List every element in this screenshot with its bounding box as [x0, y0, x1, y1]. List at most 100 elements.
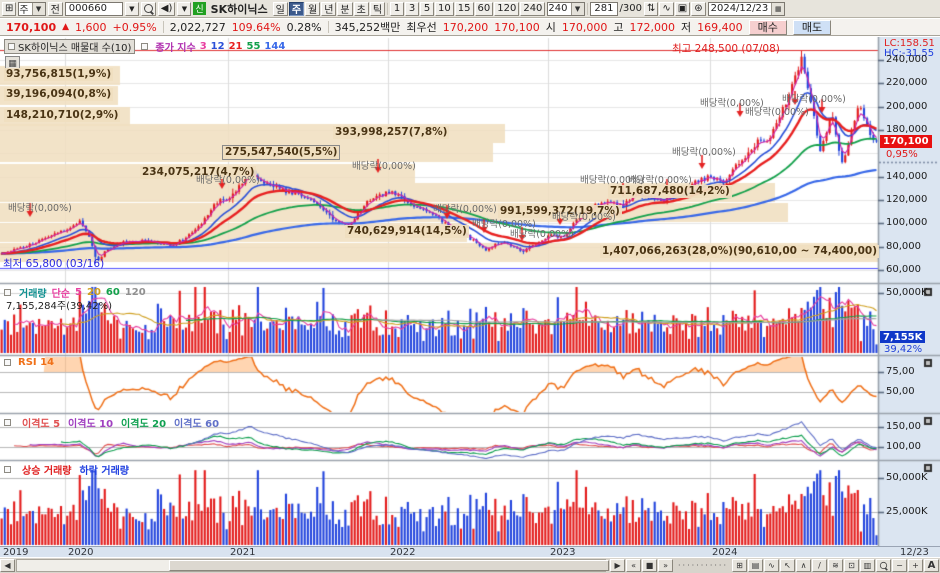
code-dropdown-icon[interactable]: ▼: [124, 1, 139, 16]
volume-badge-pct: 39,42%: [884, 344, 923, 355]
line-mode-icon[interactable]: ∿: [764, 559, 779, 572]
x-axis-label-2020: 2020: [68, 547, 94, 558]
updown-volume-header: 상승 거래량 하락 거래량: [4, 462, 129, 477]
volume-profile-band-label: 148,210,710(2,9%): [4, 109, 121, 122]
best-ask: 170,200: [442, 20, 489, 34]
auto-scale-button[interactable]: A: [924, 559, 939, 572]
sell-button[interactable]: 매도: [792, 19, 832, 35]
period-button-분[interactable]: 분: [337, 1, 353, 16]
: SK하이닉스 매물대 수(10): [18, 43, 132, 54]
jeon-button[interactable]: 전: [47, 1, 63, 16]
price-axis-tick: 100,000: [886, 217, 928, 228]
save-icon[interactable]: ▣: [674, 1, 691, 16]
interval-button-1[interactable]: 1: [390, 1, 405, 16]
rsi-label: RSI 14: [18, 357, 55, 368]
period-button-일[interactable]: 일: [272, 1, 288, 16]
best-quote-label: 최우선: [406, 21, 437, 34]
copy-panel-icon[interactable]: ⊞: [732, 559, 747, 572]
lc-value: LC:158.51: [884, 38, 935, 49]
window-select-icon[interactable]: ⊞: [2, 1, 17, 16]
ex-dividend-label: 배당락(0,00%): [700, 98, 764, 109]
high-price: 172,000: [629, 20, 675, 34]
volume-ma-type: 단순: [51, 289, 71, 300]
search-icon: [143, 4, 153, 13]
zoom-button[interactable]: [876, 559, 891, 572]
main-panel-title[interactable]: SK하이닉스 매물대 수(10): [4, 39, 136, 54]
snapshot-icon[interactable]: ⊡: [844, 559, 859, 572]
period-button-주[interactable]: 주: [288, 1, 305, 16]
chart-canvas[interactable]: [0, 37, 940, 557]
disparity-legend-4: 이격도 60: [174, 419, 220, 430]
stop-icon[interactable]: ■: [642, 559, 658, 572]
symbol-name: SK하이닉스: [210, 2, 268, 16]
indicator-icon[interactable]: ∿: [659, 1, 674, 16]
sound-dropdown-icon[interactable]: ▼: [177, 1, 192, 16]
stock-code-input[interactable]: 000660: [64, 1, 123, 16]
search-button[interactable]: [140, 1, 156, 16]
interval-button-5[interactable]: 5: [420, 1, 435, 16]
volume-profile-band-label: 93,756,815(1,9%): [4, 68, 114, 81]
updown-axis-tick: 50,000K: [886, 472, 928, 483]
compare-chart-icon[interactable]: ⇅: [643, 1, 659, 16]
rsi-axis-tick: 50,00: [886, 386, 915, 397]
ex-dividend-label: 배당락(0,00%): [745, 107, 809, 118]
rsi-panel-header: RSI 14: [4, 357, 54, 368]
x-axis-label-2024: 2024: [712, 547, 738, 558]
highest-price-label: 최고 248,500 (07/08): [672, 43, 780, 55]
cursor-tool-icon[interactable]: ↖: [780, 559, 795, 572]
interval-button-15[interactable]: 15: [454, 1, 474, 16]
settings-icon[interactable]: ⊛: [691, 1, 706, 16]
wave-tool-icon[interactable]: ≋: [828, 559, 843, 572]
volume-profile-band-label: 275,547,540(5,5%): [222, 145, 341, 160]
interval-button-120[interactable]: 120: [494, 1, 520, 16]
zoom-out-button[interactable]: −: [892, 559, 907, 572]
price-ma-period-3: 3: [199, 41, 207, 52]
date-picker[interactable]: 2024/12/23 ▦: [707, 1, 786, 16]
interval-button-60[interactable]: 60: [474, 1, 494, 16]
scroll-left-icon[interactable]: ◀: [0, 559, 15, 572]
current-price-pct: 0,95%: [886, 149, 918, 160]
price-axis-tick: 140,000: [886, 171, 928, 182]
play-icon[interactable]: ▶: [610, 559, 626, 572]
price-axis-tick: 220,000: [886, 77, 928, 88]
interval-button-10[interactable]: 10: [435, 1, 454, 16]
toolbar-icons: ⇅ ∿ ▣ ⊛: [643, 1, 706, 16]
interval-button-3[interactable]: 3: [405, 1, 420, 16]
period-button-년[interactable]: 년: [321, 1, 337, 16]
candle-count-input[interactable]: 281: [589, 1, 618, 16]
mode-combo[interactable]: 주 ▼: [18, 1, 46, 16]
sound-button[interactable]: ◀): [157, 1, 176, 16]
print-icon[interactable]: ▥: [860, 559, 875, 572]
disparity-legend-1: 이격도 5: [22, 419, 61, 430]
interval-combo[interactable]: 240 ▼: [547, 1, 585, 16]
current-price-badge: 170,100: [880, 135, 932, 148]
speed-slider[interactable]: ···········: [678, 561, 728, 570]
price-ma-label: 종가 지수: [155, 43, 196, 54]
interval-button-240[interactable]: 240: [520, 1, 546, 16]
scrollbar-thumb[interactable]: [169, 560, 609, 571]
period-button-초[interactable]: 초: [353, 1, 369, 16]
volume-profile-band-label: 393,998,257(7,8%): [333, 126, 450, 139]
x-axis-label-2021: 2021: [230, 547, 256, 558]
volume-badge: 7,155K: [880, 331, 926, 343]
buy-button[interactable]: 매수: [748, 19, 787, 35]
fast-forward-icon[interactable]: »: [658, 559, 674, 572]
zoom-in-button[interactable]: +: [908, 559, 923, 572]
low-price: 169,400: [697, 20, 743, 34]
legend-checkbox-icon: [4, 289, 11, 296]
volume-panel-header: 거래량 단순 5 20 60 120: [4, 285, 146, 300]
volume-current-value: 7,155,284주(39,42%): [6, 301, 113, 312]
turnover-ratio: 0.28%: [286, 20, 322, 34]
window-tile-icon[interactable]: ▤: [748, 559, 763, 572]
rewind-icon[interactable]: «: [626, 559, 642, 572]
disparity-legend-3: 이격도 20: [121, 419, 167, 430]
trendline-tool-icon[interactable]: /: [812, 559, 827, 572]
period-button-월[interactable]: 월: [305, 1, 321, 16]
trend-up-tool-icon[interactable]: ∧: [796, 559, 811, 572]
chart-scrollbar[interactable]: [16, 559, 609, 572]
x-axis-label-last: 12/23: [900, 547, 929, 558]
ex-dividend-label: 배당락(0,00%): [782, 94, 846, 105]
period-button-틱[interactable]: 틱: [369, 1, 386, 16]
